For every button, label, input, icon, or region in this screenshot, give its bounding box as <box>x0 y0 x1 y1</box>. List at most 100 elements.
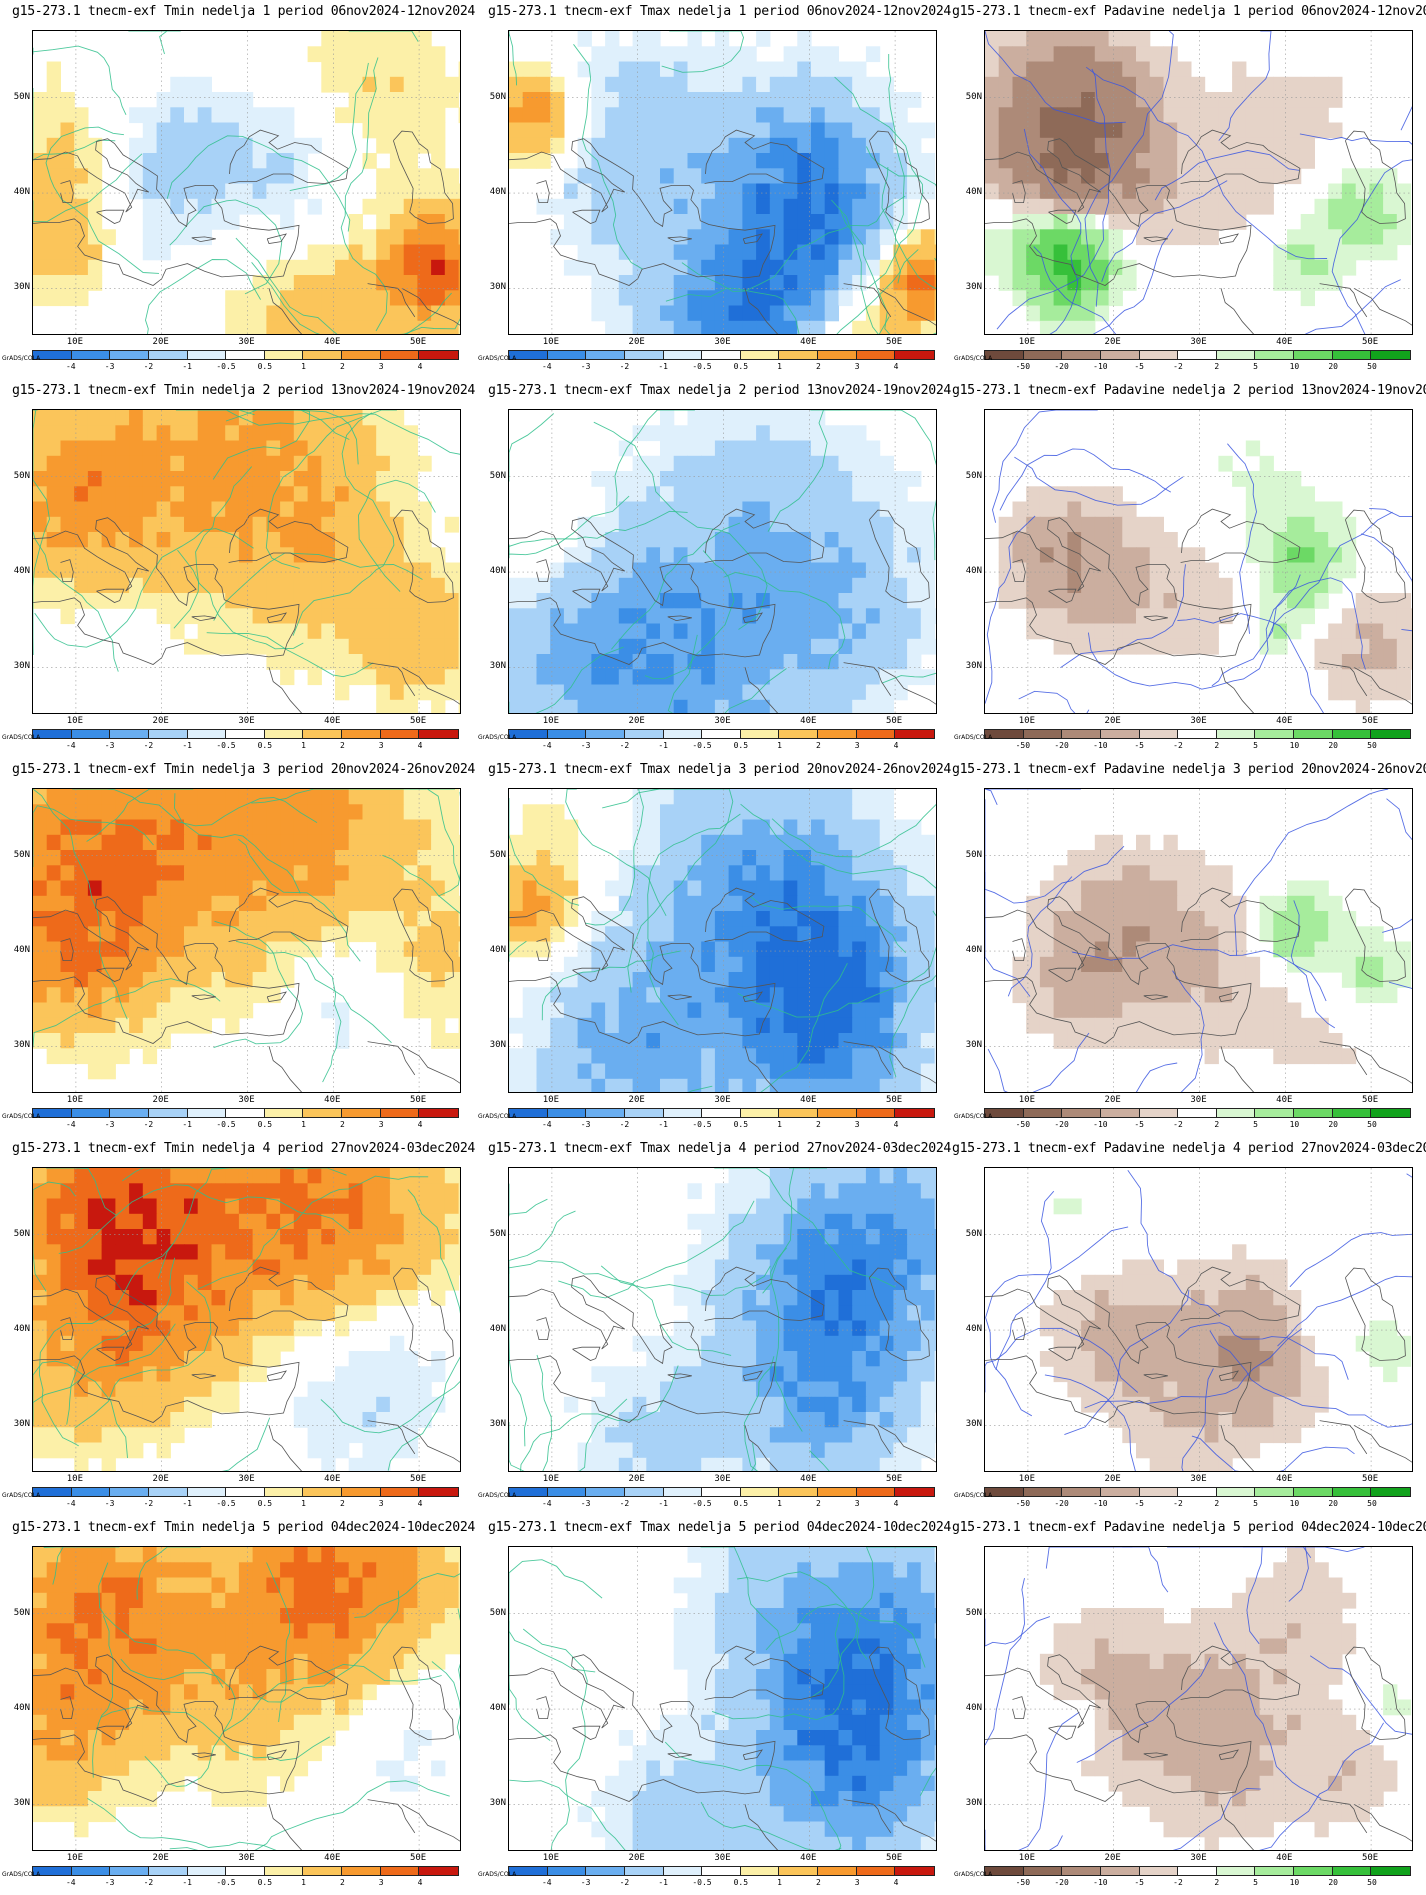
colorbar-label: -1 <box>182 1878 192 1887</box>
grads-credit: GrADS/COLA <box>2 1113 41 1120</box>
colorbar-label: 0.5 <box>733 1499 749 1508</box>
map-panel-tmin-week-1: g15-273.1 tnecm-exf Tmin nedelja 1 perio… <box>0 0 475 379</box>
lon-label: 10E <box>66 337 84 347</box>
lat-label: 50N <box>13 91 30 102</box>
lon-label: 50E <box>409 1095 427 1105</box>
colorbar-swatch <box>226 1488 265 1496</box>
colorbar-swatch <box>779 1109 818 1117</box>
lon-label: 30E <box>1190 1474 1207 1484</box>
colorbar-swatch <box>1294 1488 1333 1496</box>
colorbar-label: 0.5 <box>257 741 273 750</box>
temp-colorbar <box>508 1866 935 1876</box>
map-svg <box>509 410 936 713</box>
colorbar-swatch <box>663 1109 703 1117</box>
map-panel-prec-week-4: g15-273.1 tnecm-exf Padavine nedelja 4 p… <box>952 1137 1426 1516</box>
colorbar-swatch <box>264 1109 304 1117</box>
colorbar-swatch <box>818 1488 857 1496</box>
lon-label: 10E <box>1018 1853 1036 1863</box>
colorbar-swatch <box>33 1867 72 1875</box>
colorbar-swatch <box>1139 1488 1179 1496</box>
lat-label: 50N <box>489 470 506 481</box>
colorbar-swatch <box>985 730 1024 738</box>
colorbar-label: 4 <box>893 362 899 371</box>
colorbar-label: -0.5 <box>692 362 712 371</box>
lat-label: 30N <box>489 1040 506 1051</box>
colorbar-swatch <box>1178 730 1217 738</box>
panel-title: g15-273.1 tnecm-exf Padavine nedelja 4 p… <box>952 1141 1426 1156</box>
map-area <box>984 1167 1413 1472</box>
colorbar-label: 2 <box>1214 1878 1220 1887</box>
lon-label: 10E <box>1018 716 1036 726</box>
lon-label: 20E <box>152 1853 169 1863</box>
map-panel-prec-week-1: g15-273.1 tnecm-exf Padavine nedelja 1 p… <box>952 0 1426 379</box>
colorbar-label: -20 <box>1054 1120 1069 1129</box>
colorbar-label: -1 <box>658 362 668 371</box>
grads-credit: GrADS/COLA <box>954 1492 993 1499</box>
colorbar-swatch <box>663 730 703 738</box>
colorbar-swatch <box>547 1867 587 1875</box>
map-area <box>508 409 937 714</box>
colorbar-label: -4 <box>65 1120 76 1129</box>
lon-label: 40E <box>800 1853 817 1863</box>
colorbar-label: -1 <box>182 362 192 371</box>
colorbar-swatch <box>148 1488 188 1496</box>
colorbar-label: 3 <box>378 1499 384 1508</box>
lat-label: 40N <box>489 1703 506 1714</box>
panel-title: g15-273.1 tnecm-exf Tmin nedelja 1 perio… <box>12 4 475 19</box>
colorbar-label: 0.5 <box>733 362 749 371</box>
colorbar-swatch <box>624 1109 664 1117</box>
lon-label: 40E <box>1276 337 1293 347</box>
colorbar-label: 20 <box>1328 1878 1338 1887</box>
lat-label: 50N <box>13 849 30 860</box>
colorbar-label: 10 <box>1289 1120 1300 1129</box>
colorbar-swatch <box>1100 351 1140 359</box>
lon-label: 50E <box>885 716 903 726</box>
colorbar-label: 0.5 <box>257 1120 273 1129</box>
lon-label: 20E <box>152 716 169 726</box>
temp-colorbar <box>32 1108 459 1118</box>
colorbar-label: -1 <box>182 741 192 750</box>
colorbar-swatch <box>1332 730 1372 738</box>
lat-label: 40N <box>13 187 30 198</box>
map-svg <box>33 789 460 1092</box>
lat-label: 30N <box>489 661 506 672</box>
map-svg <box>33 31 460 334</box>
colorbar-label: -1 <box>182 1120 192 1129</box>
colorbar-label: 3 <box>854 362 860 371</box>
colorbar-swatch <box>856 1109 896 1117</box>
colorbar-swatch <box>342 1867 381 1875</box>
colorbar-label: -1 <box>658 741 668 750</box>
colorbar-swatch <box>509 1867 548 1875</box>
colorbar-swatch <box>342 730 381 738</box>
colorbar-label: 20 <box>1328 1499 1338 1508</box>
panel-title: g15-273.1 tnecm-exf Padavine nedelja 5 p… <box>952 1520 1426 1535</box>
colorbar-swatch <box>663 1488 703 1496</box>
colorbar-swatch <box>856 1488 896 1496</box>
map-svg <box>985 31 1412 334</box>
lon-label: 50E <box>885 1095 903 1105</box>
colorbar-swatch <box>1332 1488 1372 1496</box>
colorbar-swatch <box>110 1109 149 1117</box>
map-area <box>508 30 937 335</box>
colorbar-label: -0.5 <box>216 741 236 750</box>
colorbar-label: 1 <box>301 1499 306 1508</box>
colorbar-label: 3 <box>378 1878 384 1887</box>
temp-colorbar <box>32 1866 459 1876</box>
colorbar-label: -10 <box>1093 1120 1108 1129</box>
grads-credit: GrADS/COLA <box>2 734 41 741</box>
colorbar-label: 3 <box>854 1878 860 1887</box>
colorbar-label: -4 <box>541 1499 552 1508</box>
map-panel-tmin-week-2: g15-273.1 tnecm-exf Tmin nedelja 2 perio… <box>0 379 475 758</box>
colorbar-swatch <box>1178 1867 1217 1875</box>
colorbar-label: -50 <box>1015 1499 1031 1508</box>
colorbar-label: 1 <box>777 1120 782 1129</box>
colorbar-label: 4 <box>893 1499 899 1508</box>
colorbar-label: 1 <box>301 741 306 750</box>
lon-label: 40E <box>324 1853 341 1863</box>
colorbar-label: 4 <box>417 1120 423 1129</box>
lon-label: 20E <box>152 1474 169 1484</box>
lon-label: 20E <box>1104 1853 1121 1863</box>
colorbar-swatch <box>779 351 818 359</box>
colorbar-label: -2 <box>1173 362 1183 371</box>
lon-label: 50E <box>409 1853 427 1863</box>
